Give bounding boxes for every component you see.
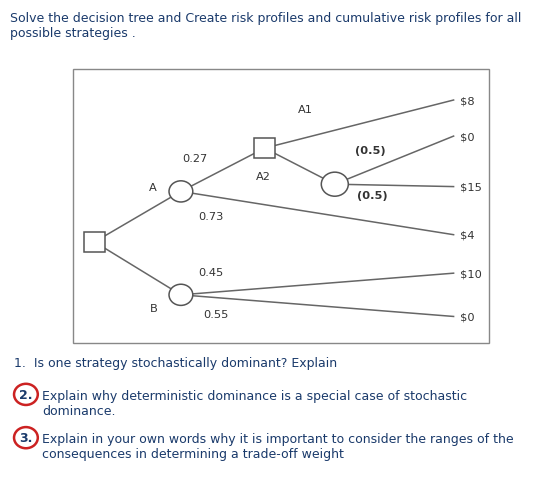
Text: Explain in your own words why it is important to consider the ranges of the
cons: Explain in your own words why it is impo… xyxy=(42,432,514,460)
Text: 0.45: 0.45 xyxy=(198,267,223,277)
Circle shape xyxy=(14,384,38,405)
Text: A1: A1 xyxy=(298,105,313,114)
Text: 0.55: 0.55 xyxy=(204,310,228,319)
Text: $8: $8 xyxy=(460,96,475,106)
Text: $4: $4 xyxy=(460,230,475,240)
Circle shape xyxy=(169,285,193,306)
Text: (0.5): (0.5) xyxy=(357,191,388,200)
Text: Solve the decision tree and Create risk profiles and cumulative risk profiles fo: Solve the decision tree and Create risk … xyxy=(10,12,521,40)
Text: 0.27: 0.27 xyxy=(182,154,207,163)
Text: A: A xyxy=(149,182,157,192)
Text: $0: $0 xyxy=(460,312,475,322)
Text: 2.: 2. xyxy=(19,388,33,401)
FancyBboxPatch shape xyxy=(73,70,489,343)
Text: 3.: 3. xyxy=(19,431,32,444)
Text: (0.5): (0.5) xyxy=(355,145,385,155)
Text: B: B xyxy=(150,304,158,313)
Text: $0: $0 xyxy=(460,132,475,142)
Text: 1.  Is one strategy stochastically dominant? Explain: 1. Is one strategy stochastically domina… xyxy=(14,356,336,369)
Text: Explain why deterministic dominance is a special case of stochastic
dominance.: Explain why deterministic dominance is a… xyxy=(42,389,467,417)
Text: $10: $10 xyxy=(460,269,482,278)
Text: 0.73: 0.73 xyxy=(198,212,223,222)
Circle shape xyxy=(14,427,38,448)
Text: A2: A2 xyxy=(256,172,271,181)
Text: $15: $15 xyxy=(460,182,482,192)
Circle shape xyxy=(169,181,193,203)
Circle shape xyxy=(321,173,348,197)
FancyBboxPatch shape xyxy=(254,139,275,158)
FancyBboxPatch shape xyxy=(84,233,105,252)
